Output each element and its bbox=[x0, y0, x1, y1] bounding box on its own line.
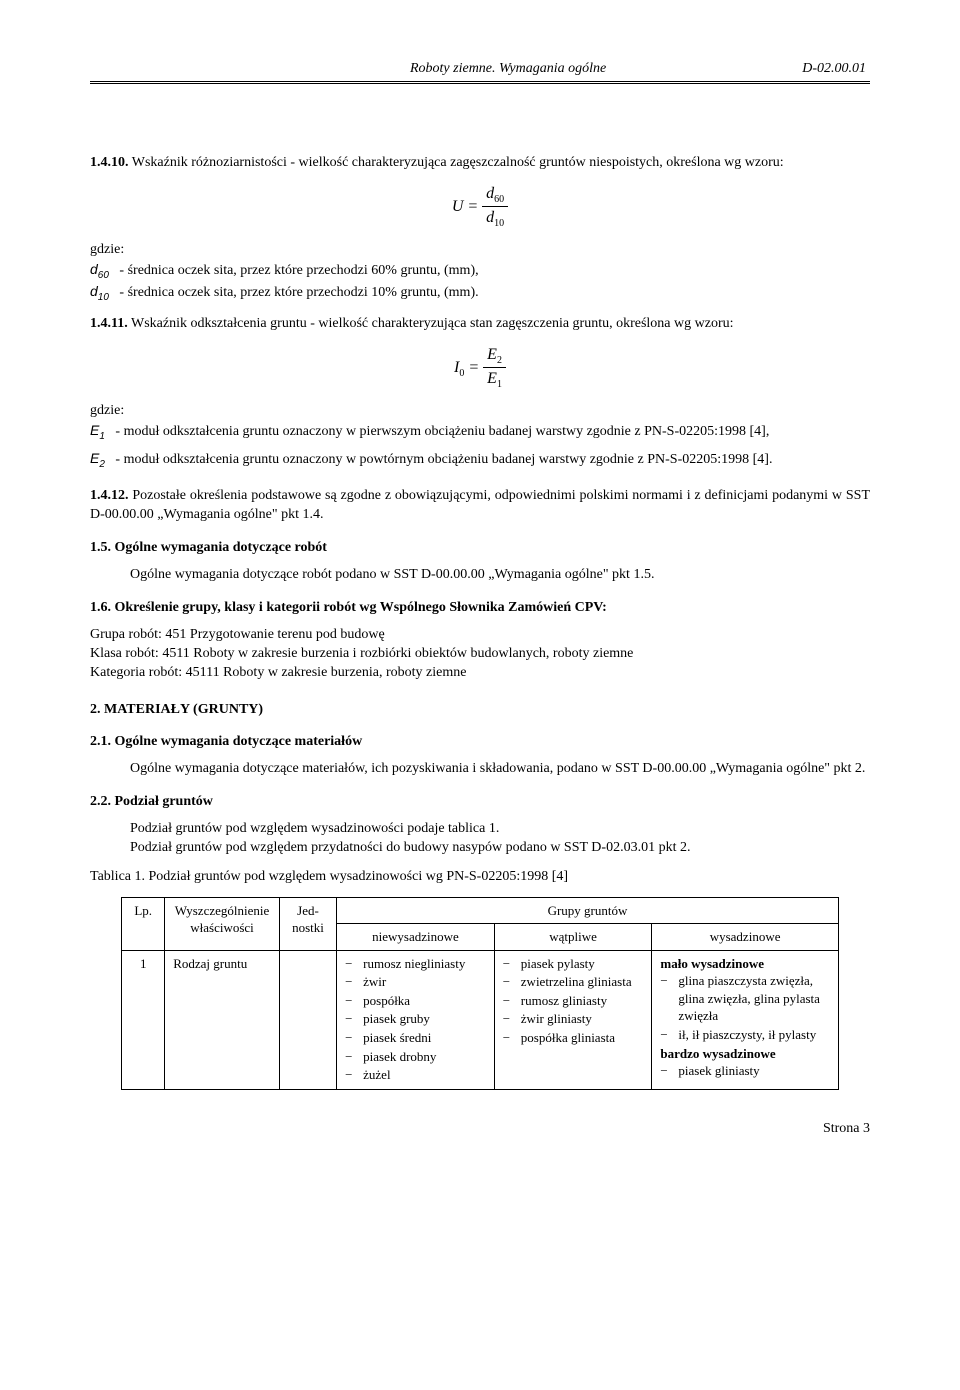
cell-nie: rumosz niegliniastyżwirpospółkapiasek gr… bbox=[337, 950, 495, 1089]
th-wat: wątpliwe bbox=[494, 924, 652, 951]
formula-i0: I0 = E2 E1 bbox=[90, 344, 870, 392]
list-item: żużel bbox=[345, 1066, 486, 1084]
cell-rodzaj: Rodzaj gruntu bbox=[165, 950, 280, 1089]
list-item: glina piaszczysta zwięzła, glina zwięzła… bbox=[660, 972, 829, 1025]
formula-u: U = d60 d10 bbox=[90, 183, 870, 231]
wys-h2: bardzo wysadzinowe bbox=[660, 1045, 829, 1063]
th-wys: Wyszczególnienie właściwości bbox=[165, 897, 280, 950]
th-jed: Jed-nostki bbox=[279, 897, 336, 950]
wys-h1: mało wysadzinowe bbox=[660, 955, 829, 973]
th-lp: Lp. bbox=[122, 897, 165, 950]
s16-l2: Klasa robót: 4511 Roboty w zakresie burz… bbox=[90, 645, 870, 664]
s16-l3: Kategoria robót: 45111 Roboty w zakresie… bbox=[90, 664, 870, 683]
head-16: 1.6. Określenie grupy, klasy i kategorii… bbox=[90, 599, 870, 618]
head-15: 1.5. Ogólne wymagania dotyczące robót bbox=[90, 539, 870, 558]
list-item: pospółka gliniasta bbox=[503, 1029, 644, 1047]
list-item: rumosz niegliniasty bbox=[345, 955, 486, 973]
e2-line: E2 - moduł odkształcenia gruntu oznaczon… bbox=[90, 449, 870, 471]
th-grupy: Grupy gruntów bbox=[337, 897, 839, 924]
cell-lp: 1 bbox=[122, 950, 165, 1089]
page-header: Roboty ziemne. Wymagania ogólne D-02.00.… bbox=[90, 60, 870, 81]
body-21: Ogólne wymagania dotyczące materiałów, i… bbox=[90, 760, 870, 779]
list-item: ił, ił piaszczysty, ił pylasty bbox=[660, 1026, 829, 1044]
table-row: 1 Rodzaj gruntu rumosz niegliniastyżwirp… bbox=[122, 950, 839, 1089]
s16-l1: Grupa robót: 451 Przygotowanie terenu po… bbox=[90, 626, 870, 645]
cell-jed bbox=[279, 950, 336, 1089]
page-footer: Strona 3 bbox=[90, 1120, 870, 1139]
list-item: piasek pylasty bbox=[503, 955, 644, 973]
header-rule bbox=[90, 81, 870, 84]
para-1410: 1.4.10. Wskaźnik różnoziarnistości - wie… bbox=[90, 154, 870, 173]
d10-line: d10 - średnica oczek sita, przez które p… bbox=[90, 282, 870, 304]
list-item: żwir gliniasty bbox=[503, 1010, 644, 1028]
list-item: piasek średni bbox=[345, 1029, 486, 1047]
list-item: piasek gliniasty bbox=[660, 1062, 829, 1080]
th-nie: niewysadzinowe bbox=[337, 924, 495, 951]
cell-wat: piasek pylastyzwietrzelina gliniastarumo… bbox=[494, 950, 652, 1089]
head-21: 2.1. Ogólne wymagania dotyczące materiał… bbox=[90, 733, 870, 752]
cell-wys: mało wysadzinowe glina piaszczysta zwięz… bbox=[652, 950, 838, 1089]
para-1412: 1.4.12. Pozostałe określenia podstawowe … bbox=[90, 487, 870, 525]
list-item: pospółka bbox=[345, 992, 486, 1010]
header-title: Roboty ziemne. Wymagania ogólne bbox=[94, 60, 802, 79]
body-15: Ogólne wymagania dotyczące robót podano … bbox=[90, 566, 870, 585]
header-code: D-02.00.01 bbox=[802, 60, 866, 79]
table-caption: Tablica 1. Podział gruntów pod względem … bbox=[90, 868, 870, 887]
s22-l1: Podział gruntów pod względem wysadzinowo… bbox=[90, 820, 870, 839]
head-2: 2. MATERIAŁY (GRUNTY) bbox=[90, 701, 870, 720]
head-22: 2.2. Podział gruntów bbox=[90, 793, 870, 812]
th-wys2: wysadzinowe bbox=[652, 924, 838, 951]
list-item: piasek drobny bbox=[345, 1048, 486, 1066]
e1-line: E1 - moduł odkształcenia gruntu oznaczon… bbox=[90, 421, 870, 443]
list-item: zwietrzelina gliniasta bbox=[503, 973, 644, 991]
list-item: żwir bbox=[345, 973, 486, 991]
s22-l2: Podział gruntów pod względem przydatnośc… bbox=[90, 839, 870, 858]
gdzie-1410: gdzie: bbox=[90, 241, 870, 260]
para-1411: 1.4.11. Wskaźnik odkształcenia gruntu - … bbox=[90, 315, 870, 334]
soil-table: Lp. Wyszczególnienie właściwości Jed-nos… bbox=[121, 897, 839, 1090]
list-item: rumosz gliniasty bbox=[503, 992, 644, 1010]
gdzie-1411: gdzie: bbox=[90, 402, 870, 421]
d60-line: d60 - średnica oczek sita, przez które p… bbox=[90, 260, 870, 282]
list-item: piasek gruby bbox=[345, 1010, 486, 1028]
